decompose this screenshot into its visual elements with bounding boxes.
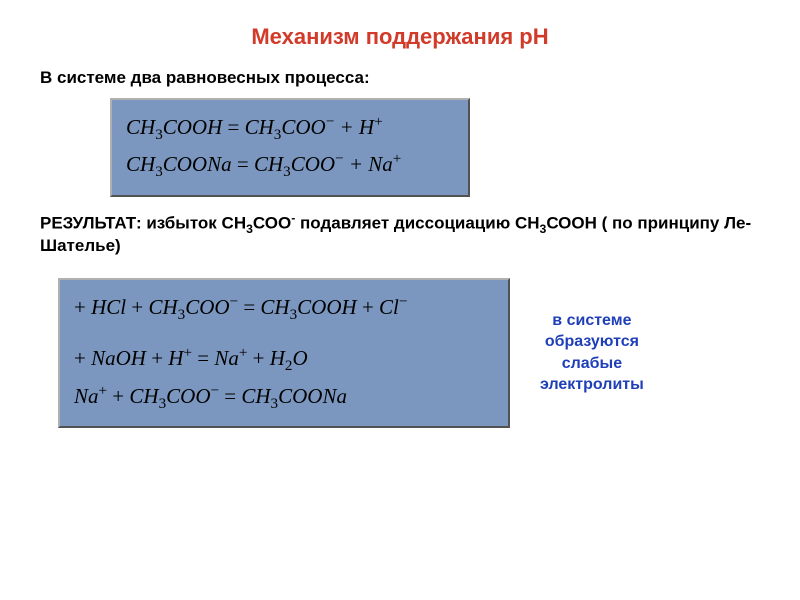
eq-text: Na: [74, 384, 99, 408]
eq-sup: −: [230, 294, 239, 310]
eq-text: +: [74, 295, 91, 319]
subtitle: В системе два равновесных процесса:: [40, 68, 760, 88]
eq-text: =: [192, 346, 214, 370]
bottom-row: + HCl + CH3COO− = CH3COOH + Cl− + NaOH +…: [40, 278, 760, 428]
eq-text: COONa: [278, 384, 347, 408]
eq-text: CH: [126, 152, 155, 176]
eq-sup: −: [210, 383, 219, 399]
eq-text: HCl: [91, 295, 126, 319]
equation-4: + NaOH + H+ = Na+ + H2O: [74, 341, 494, 378]
reaction-equations-box: + HCl + CH3COO− = CH3COOH + Cl− + NaOH +…: [58, 278, 510, 428]
eq-sup: +: [183, 345, 192, 361]
equation-1: CH3COOH = CH3COO− + H+: [126, 110, 454, 147]
eq-sup: +: [374, 114, 383, 130]
eq-sup: −: [335, 151, 344, 167]
eq-sup: +: [99, 383, 108, 399]
eq-text: + H: [334, 115, 374, 139]
eq-text: +: [74, 346, 91, 370]
equation-gap: [74, 327, 494, 341]
eq-text: CH: [245, 115, 274, 139]
side-note-line: слабые: [540, 353, 644, 375]
side-note: в системе образуются слабые электролиты: [540, 310, 644, 396]
eq-text: =: [232, 152, 254, 176]
eq-text: COOH: [297, 295, 357, 319]
eq-text: CH: [148, 295, 177, 319]
eq-text: NaOH: [91, 346, 146, 370]
eq-sub: 3: [271, 396, 279, 412]
equation-3: + HCl + CH3COO− = CH3COOH + Cl−: [74, 290, 494, 327]
eq-text: COONa: [163, 152, 232, 176]
eq-text: COO: [166, 384, 210, 408]
eq-text: Cl: [379, 295, 399, 319]
eq-text: COO: [291, 152, 335, 176]
result-part: СОО: [253, 213, 291, 232]
eq-text: =: [238, 295, 260, 319]
equation-5: Na+ + CH3COO− = CH3COONa: [74, 379, 494, 416]
eq-sup: −: [399, 294, 408, 310]
eq-text: +: [146, 346, 168, 370]
eq-text: =: [222, 115, 244, 139]
side-note-line: в системе: [540, 310, 644, 332]
page-title: Механизм поддержания рН: [40, 24, 760, 50]
eq-text: H: [168, 346, 183, 370]
eq-text: CH: [126, 115, 155, 139]
eq-text: O: [292, 346, 307, 370]
eq-text: Na: [214, 346, 239, 370]
eq-text: +: [126, 295, 148, 319]
eq-text: H: [270, 346, 285, 370]
eq-text: +: [107, 384, 129, 408]
eq-text: CH: [129, 384, 158, 408]
result-part: РЕЗУЛЬТАТ: избыток СН: [40, 213, 246, 232]
eq-sub: 3: [155, 127, 163, 143]
eq-sup: −: [326, 114, 335, 130]
equilibrium-equations-box: CH3COOH = CH3COO− + H+ CH3COONa = CH3COO…: [110, 98, 470, 197]
eq-text: +: [357, 295, 379, 319]
eq-text: =: [219, 384, 241, 408]
eq-sub: 3: [155, 165, 163, 181]
result-text: РЕЗУЛЬТАТ: избыток СН3СОО- подавляет дис…: [40, 211, 760, 256]
eq-sup: +: [393, 151, 402, 167]
eq-text: + Na: [344, 152, 393, 176]
eq-text: COO: [281, 115, 325, 139]
eq-text: +: [247, 346, 269, 370]
eq-sub: 3: [283, 165, 291, 181]
result-sub: 3: [246, 222, 253, 236]
side-note-line: образуются: [540, 331, 644, 353]
eq-text: COOH: [163, 115, 223, 139]
eq-text: CH: [260, 295, 289, 319]
side-note-line: электролиты: [540, 374, 644, 396]
eq-text: CH: [241, 384, 270, 408]
eq-text: COO: [185, 295, 229, 319]
eq-sub: 3: [159, 396, 167, 412]
result-part: подавляет диссоциацию СН: [295, 213, 539, 232]
equation-2: CH3COONa = CH3COO− + Na+: [126, 147, 454, 184]
slide: Механизм поддержания рН В системе два ра…: [0, 0, 800, 600]
eq-text: CH: [254, 152, 283, 176]
